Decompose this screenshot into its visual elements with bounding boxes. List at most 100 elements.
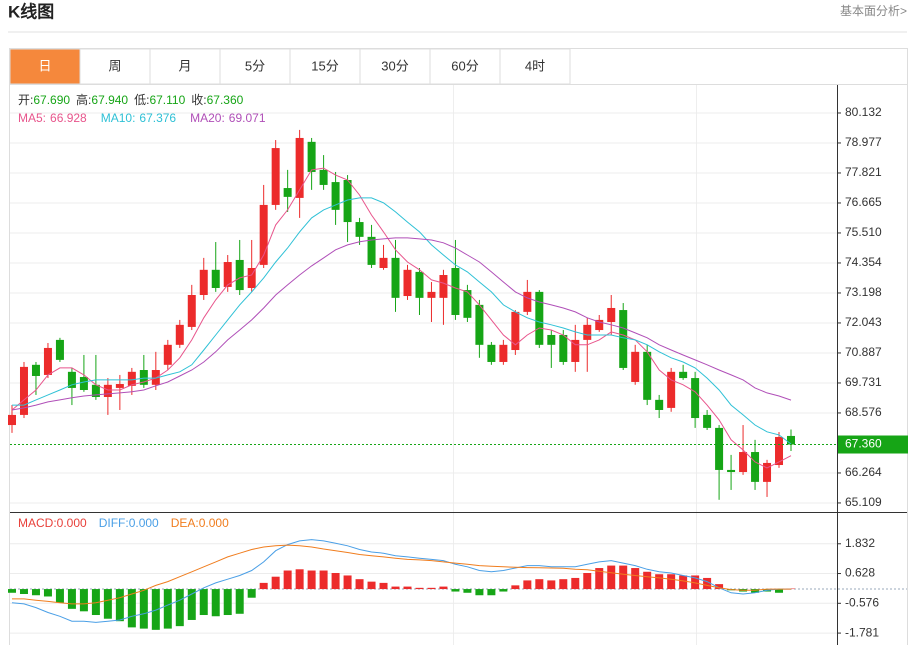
macd-bar — [655, 574, 664, 590]
macd-bar — [115, 589, 124, 622]
tab[interactable] — [429, 48, 501, 85]
candle-body — [427, 291, 436, 298]
candle-body — [631, 351, 640, 382]
candle-body — [103, 384, 112, 398]
macd-bar — [187, 589, 196, 620]
macd-bar — [355, 579, 364, 590]
macd-bar — [91, 589, 100, 616]
tab-label[interactable]: 日 — [38, 58, 51, 73]
macd-bar — [379, 582, 388, 590]
legend-value: 0.000 — [129, 516, 159, 530]
chart-frame — [9, 48, 908, 649]
y-tick-label: 73.198 — [845, 285, 882, 299]
candle-body — [19, 366, 28, 415]
candle-body — [43, 347, 52, 375]
macd-bar — [547, 580, 556, 590]
candle-body — [451, 268, 460, 315]
candle-body — [307, 141, 316, 172]
legend-value: 0.000 — [199, 516, 229, 530]
macd-bar — [487, 589, 496, 596]
candle-body — [139, 370, 148, 385]
tab[interactable] — [499, 48, 571, 85]
macd-bar — [319, 570, 328, 590]
candle-body — [775, 436, 784, 466]
macd-bar — [139, 589, 148, 629]
macd-bar — [583, 572, 592, 590]
tab-label[interactable]: 月 — [178, 58, 191, 73]
candle-body — [703, 414, 712, 428]
candle-body — [511, 311, 520, 351]
macd-bar — [595, 568, 604, 590]
tab[interactable] — [219, 48, 291, 85]
y-tick-label: 66.264 — [845, 465, 882, 479]
y-tick-label: 75.510 — [845, 225, 882, 239]
candle-body — [583, 324, 592, 340]
macd-bar — [259, 582, 268, 590]
line — [12, 197, 792, 445]
macd-bar — [775, 589, 784, 593]
macd-bar — [691, 575, 700, 590]
legend-value: 0.000 — [57, 516, 87, 530]
macd-bar — [31, 589, 40, 596]
macd-bar — [463, 589, 472, 593]
candle-body — [499, 344, 508, 362]
candle-body — [223, 262, 232, 287]
candle-body — [415, 271, 424, 298]
candle-body — [127, 371, 136, 386]
candle-body — [151, 370, 160, 385]
info-label: 高: — [76, 92, 91, 107]
macd-bar — [199, 589, 208, 616]
candle-body — [91, 384, 100, 398]
candle-body — [295, 137, 304, 198]
macd-bar — [103, 589, 112, 619]
y-tick-label: 0.628 — [845, 566, 875, 580]
fundamental-link[interactable]: 基本面分析> — [840, 4, 907, 18]
tab[interactable] — [9, 48, 81, 85]
candle-body — [331, 182, 340, 210]
tab-label[interactable]: 5分 — [245, 58, 265, 73]
y-tick-label: 77.821 — [845, 165, 882, 179]
macd-bar — [127, 589, 136, 628]
macd-bar — [79, 589, 88, 612]
candle-body — [691, 378, 700, 419]
macd-bar — [415, 587, 424, 590]
candle-body — [403, 269, 412, 297]
tab[interactable] — [289, 48, 361, 85]
tab[interactable] — [359, 48, 431, 85]
legend-value: 66.928 — [50, 111, 87, 125]
candle-body — [667, 371, 676, 408]
tab-label[interactable]: 30分 — [381, 58, 408, 73]
candle-body — [487, 344, 496, 362]
candle-body — [115, 384, 124, 388]
candle-body — [211, 269, 220, 288]
y-tick-label: 78.977 — [845, 135, 882, 149]
y-tick-label: 70.887 — [845, 345, 882, 359]
candle-body — [319, 169, 328, 185]
y-tick-label: -0.576 — [845, 595, 879, 609]
macd-bar — [367, 581, 376, 590]
legend-value: 67.376 — [139, 111, 176, 125]
tab-label[interactable]: 15分 — [311, 58, 338, 73]
tab-label[interactable]: 60分 — [451, 58, 478, 73]
candle-body — [763, 462, 772, 482]
current-price-label: 67.360 — [845, 437, 882, 451]
line — [11, 237, 792, 411]
macd-bar — [475, 589, 484, 596]
candle-body — [235, 259, 244, 291]
macd-bar — [211, 589, 220, 617]
macd-bar — [343, 575, 352, 590]
tab-label[interactable]: 周 — [108, 58, 121, 73]
legend-label: DEA: — [171, 516, 199, 530]
macd-bar — [751, 589, 760, 593]
candle-body — [463, 290, 472, 318]
legend-label: DIFF: — [99, 516, 129, 530]
candle-body — [655, 399, 664, 410]
macd-bar — [571, 577, 580, 590]
macd-bar — [451, 589, 460, 592]
macd-bar — [43, 589, 52, 597]
tab-label[interactable]: 4时 — [525, 58, 545, 73]
macd-bar — [307, 570, 316, 590]
candle-body — [439, 275, 448, 298]
candle-body — [271, 148, 280, 205]
